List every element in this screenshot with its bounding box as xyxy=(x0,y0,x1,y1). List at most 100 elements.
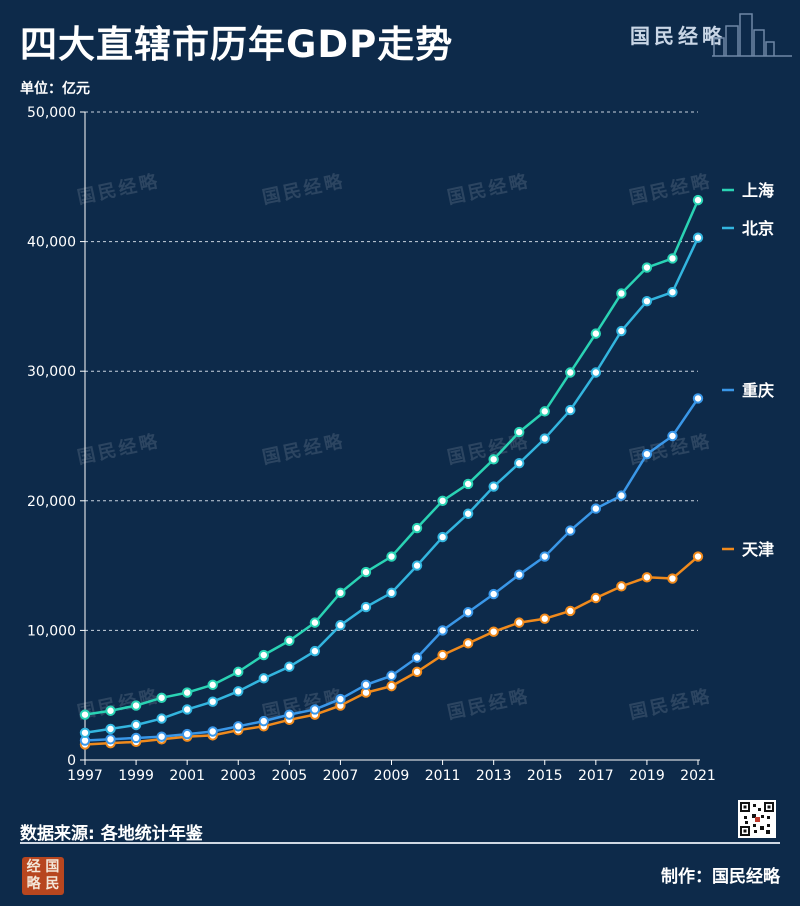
data-point xyxy=(284,709,295,720)
data-point xyxy=(360,601,372,613)
footer-divider xyxy=(20,842,780,844)
maker-credit: 制作：国民经略 xyxy=(661,867,780,887)
data-point xyxy=(488,626,499,637)
data-point xyxy=(667,430,678,442)
data-point xyxy=(667,286,678,298)
x-tick-label: 2011 xyxy=(425,768,461,784)
watermark-text: 国民经略 xyxy=(445,170,532,209)
data-point xyxy=(565,605,576,617)
watermark-text: 国民经略 xyxy=(75,430,162,469)
data-point xyxy=(590,367,602,378)
data-point xyxy=(514,426,525,438)
data-point xyxy=(616,581,627,592)
data-point xyxy=(258,649,269,661)
data-point xyxy=(539,406,550,417)
x-tick-label: 2019 xyxy=(629,768,665,784)
data-point xyxy=(335,620,346,631)
watermark-text: 国民经略 xyxy=(445,685,532,724)
data-point xyxy=(156,692,167,703)
y-tick-label: 20,000 xyxy=(27,494,76,510)
data-point xyxy=(130,719,142,731)
data-point xyxy=(156,731,167,742)
data-point xyxy=(181,704,193,715)
data-point xyxy=(488,588,499,600)
series-line-北京 xyxy=(84,237,700,735)
data-point xyxy=(514,617,525,628)
legend-label: 重庆 xyxy=(742,381,774,400)
unit-label: 单位：亿元 xyxy=(20,81,90,97)
data-point xyxy=(462,508,474,519)
data-point xyxy=(437,625,448,636)
data-point xyxy=(386,670,397,681)
data-point xyxy=(130,732,142,744)
data-point xyxy=(565,525,576,536)
grid-lines xyxy=(85,111,698,631)
y-tick-label: 10,000 xyxy=(27,623,76,639)
data-point xyxy=(130,700,142,711)
data-point xyxy=(616,325,627,337)
data-point xyxy=(309,704,321,715)
data-point xyxy=(462,638,474,649)
data-point xyxy=(590,503,602,514)
data-point xyxy=(105,705,116,716)
data-point xyxy=(462,478,474,490)
data-point xyxy=(692,551,704,562)
data-point xyxy=(667,573,678,584)
data-point xyxy=(462,607,474,618)
gdp-line-chart: 国民经略国民经略国民经略国民经略国民经略国民经略国民经略国民经略国民经略国民经略… xyxy=(27,105,774,784)
brand-logo: 经 国 略 民 xyxy=(22,857,64,895)
series-line-天津 xyxy=(84,555,699,746)
data-source: 数据来源: 各地统计年鉴 xyxy=(20,824,203,844)
skyline-icon xyxy=(712,13,792,57)
x-tick-label: 2007 xyxy=(323,768,359,784)
watermark-text: 国民经略 xyxy=(627,685,714,724)
data-point xyxy=(641,448,653,460)
data-point xyxy=(667,253,678,264)
data-point xyxy=(641,262,653,273)
data-point xyxy=(590,592,602,604)
y-tick-label: 0 xyxy=(67,753,76,769)
legend-label: 上海 xyxy=(742,181,774,200)
y-tick-label: 40,000 xyxy=(27,235,76,251)
x-tick-label: 2009 xyxy=(374,768,410,784)
data-point xyxy=(360,679,372,691)
data-point xyxy=(411,666,423,678)
data-point xyxy=(437,649,448,661)
watermark-text: 国民经略 xyxy=(260,170,347,209)
data-point xyxy=(309,645,321,657)
x-tick-label: 2003 xyxy=(220,768,256,784)
data-point xyxy=(360,566,372,578)
data-point xyxy=(411,652,423,663)
data-point xyxy=(411,522,423,534)
data-point xyxy=(309,617,321,628)
data-point xyxy=(641,572,653,583)
data-point xyxy=(565,367,576,378)
legend-label: 天津 xyxy=(742,540,774,559)
data-point xyxy=(284,661,295,672)
data-point xyxy=(258,715,269,727)
data-point xyxy=(539,613,550,624)
data-point xyxy=(207,696,218,707)
series-line-上海 xyxy=(84,199,700,716)
brand-name: 国民经略 xyxy=(630,24,726,48)
series-layer xyxy=(79,194,704,750)
axes: 0 10,000 20,000 30,000 40,000 50,000 1997 1999 2… xyxy=(27,105,716,784)
qr-code-icon[interactable] xyxy=(738,800,776,838)
data-point xyxy=(692,232,704,243)
x-tick-label: 2015 xyxy=(527,768,563,784)
data-point xyxy=(488,454,499,465)
data-point xyxy=(79,727,91,738)
data-point xyxy=(233,666,244,678)
data-point xyxy=(105,723,116,735)
data-point xyxy=(386,587,397,599)
x-tick-label: 2021 xyxy=(680,768,716,784)
data-point xyxy=(641,296,653,307)
x-tick-label: 2017 xyxy=(578,768,614,784)
data-point xyxy=(386,680,397,692)
data-point xyxy=(181,728,193,740)
watermark-layer: 国民经略国民经略国民经略国民经略国民经略国民经略国民经略国民经略国民经略国民经略… xyxy=(75,170,714,724)
x-tick-label: 2005 xyxy=(272,768,308,784)
page-title: 四大直辖市历年GDP走势 xyxy=(20,23,454,66)
x-tick-label: 2001 xyxy=(169,768,205,784)
data-point xyxy=(539,433,550,444)
